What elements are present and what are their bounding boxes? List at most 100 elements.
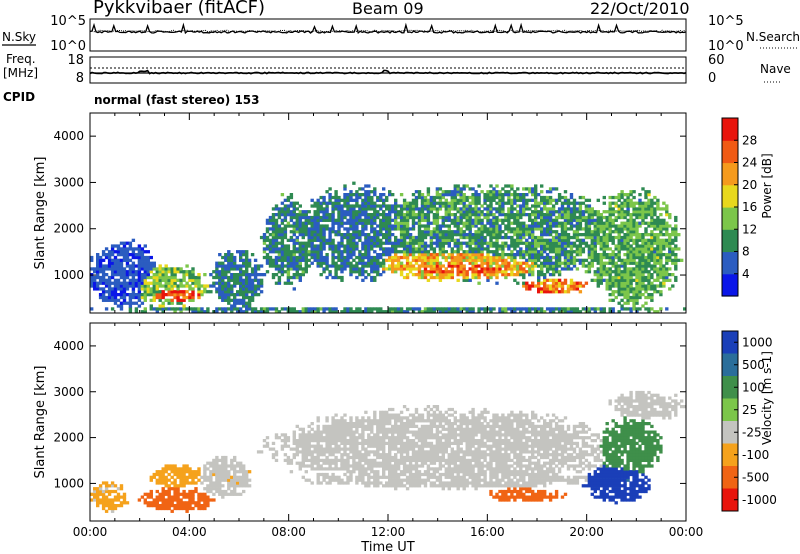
heatmap-cell	[173, 310, 177, 313]
heatmap-cell	[548, 247, 553, 251]
heatmap-cell	[554, 241, 559, 245]
heatmap-cell	[414, 215, 419, 220]
heatmap-cell	[283, 281, 288, 285]
heatmap-cell	[334, 273, 338, 277]
heatmap-cell	[331, 210, 335, 214]
heatmap-cell	[584, 270, 589, 274]
heatmap-cell	[638, 224, 642, 228]
heatmap-cell	[638, 278, 642, 282]
heatmap-cell	[262, 235, 267, 240]
heatmap-cell	[98, 487, 103, 491]
heatmap-cell	[611, 238, 615, 242]
heatmap-cell	[283, 230, 288, 234]
heatmap-cell	[492, 273, 496, 277]
heatmap-cell	[465, 198, 469, 202]
heatmap-cell	[373, 235, 377, 240]
heatmap-cell	[161, 301, 165, 305]
heatmap-cell	[379, 204, 383, 208]
heatmap-cell	[304, 253, 308, 257]
heatmap-cell	[277, 267, 282, 271]
heatmap-cell	[143, 258, 147, 262]
heatmap-cell	[185, 509, 189, 513]
heatmap-cell	[504, 253, 508, 257]
heatmap-cell	[617, 204, 621, 208]
heatmap-cell	[173, 464, 177, 468]
heatmap-cell	[394, 250, 398, 254]
heatmap-cell	[608, 270, 612, 274]
heatmap-cell	[426, 221, 431, 225]
heatmap-cell	[298, 278, 302, 282]
heatmap-cell	[623, 201, 627, 205]
heatmap-cell	[131, 287, 136, 291]
heatmap-cell	[256, 281, 261, 285]
heatmap-cell	[575, 207, 580, 211]
heatmap-cell	[119, 304, 124, 308]
heatmap-cell	[405, 253, 410, 257]
heatmap-cell	[96, 275, 100, 280]
heatmap-cell	[516, 187, 520, 191]
heatmap-cell	[435, 193, 440, 197]
heatmap-cell	[164, 478, 168, 482]
heatmap-cell	[122, 273, 127, 277]
heatmap-cell	[545, 287, 550, 291]
heatmap-cell	[623, 287, 627, 291]
heatmap-cell	[113, 281, 118, 285]
heatmap-cell	[313, 258, 317, 262]
heatmap-cell	[554, 198, 559, 202]
heatmap-cell	[212, 481, 216, 485]
heatmap-cell	[245, 278, 249, 282]
heatmap-cell	[271, 213, 276, 217]
heatmap-cell	[188, 504, 192, 508]
heatmap-cell	[414, 247, 419, 251]
heatmap-cell	[316, 250, 320, 254]
heatmap-cell	[116, 293, 121, 297]
heatmap-cell	[614, 218, 618, 222]
heatmap-cell	[316, 244, 320, 248]
heatmap-cell	[608, 281, 612, 285]
heatmap-cell	[665, 267, 669, 271]
heatmap-cell	[540, 270, 544, 274]
heatmap-cell	[599, 253, 603, 257]
heatmap-cell	[376, 230, 380, 234]
heatmap-cell	[194, 278, 198, 282]
heatmap-cell	[665, 261, 669, 265]
heatmap-cell	[438, 193, 443, 197]
heatmap-cell	[262, 444, 267, 448]
heatmap-cell	[292, 267, 296, 271]
heatmap-cell	[569, 261, 574, 265]
heatmap-cell	[534, 255, 538, 260]
heatmap-cell	[447, 253, 451, 257]
heatmap-cell	[286, 250, 291, 254]
heatmap-cell	[385, 250, 389, 254]
heatmap-cell	[104, 509, 109, 513]
heatmap-cell	[551, 284, 556, 288]
heatmap-cell	[179, 298, 183, 302]
heatmap-cell	[107, 501, 112, 505]
heatmap-cell	[96, 487, 100, 491]
heatmap-cell	[414, 258, 419, 262]
heatmap-cell	[501, 218, 505, 222]
heatmap-cell	[292, 238, 296, 242]
heatmap-cell	[519, 227, 523, 231]
heatmap-cell	[468, 230, 472, 234]
heatmap-cell	[492, 193, 496, 197]
heatmap-cell	[173, 506, 177, 511]
heatmap-cell	[578, 284, 583, 288]
heatmap-cell	[581, 241, 586, 245]
heatmap-cell	[382, 221, 386, 225]
heatmap-cell	[352, 247, 356, 251]
heatmap-cell	[399, 307, 404, 311]
heatmap-cell	[295, 207, 299, 211]
heatmap-cell	[450, 213, 454, 217]
heatmap-cell	[239, 461, 243, 465]
heatmap-cell	[605, 235, 609, 240]
heatmap-cell	[659, 281, 663, 285]
heatmap-cell	[563, 278, 568, 282]
heatmap-cell	[262, 247, 267, 251]
heatmap-cell	[420, 250, 425, 254]
heatmap-cell	[456, 250, 460, 254]
heatmap-cell	[373, 187, 377, 191]
heatmap-cell	[200, 492, 204, 496]
heatmap-cell	[513, 195, 517, 200]
